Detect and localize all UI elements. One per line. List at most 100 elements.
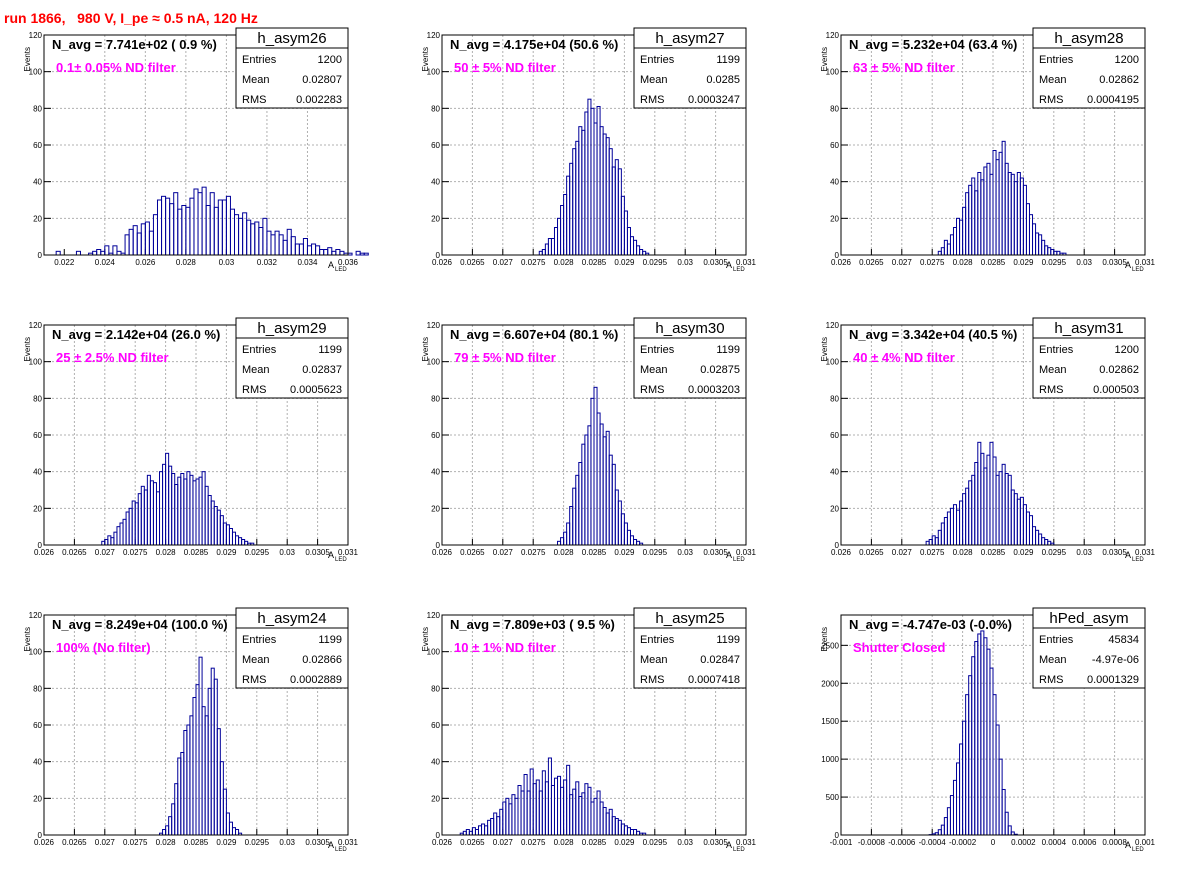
- x-axis-title: A: [726, 840, 732, 850]
- panel-header: N_avg = 7.809e+03 ( 9.5 %): [450, 617, 615, 632]
- panel-header: N_avg = 5.232e+04 (63.4 %): [849, 37, 1017, 52]
- y-axis-title: Events: [421, 337, 430, 361]
- y-tick-label: 60: [431, 431, 440, 440]
- y-tick-label: 60: [830, 431, 839, 440]
- panel-header: N_avg = 2.142e+04 (26.0 %): [52, 327, 220, 342]
- plot-frame: [840, 614, 1146, 836]
- x-tick-label: 0.0285: [582, 548, 607, 557]
- stats-box: h_asym26 Entries 1200 Mean 0.02807 RMS 0.00228…: [235, 27, 349, 109]
- stat-value: 0.000503: [1093, 384, 1139, 396]
- x-tick-label: 0.026: [34, 838, 55, 847]
- panel-header: N_avg = -4.747e-03 (-0.0%): [849, 617, 1012, 632]
- x-tick-label: 0.0305: [305, 548, 330, 557]
- x-axis-title-subscript: LED: [1132, 847, 1144, 853]
- x-tick-label: 0.027: [892, 548, 913, 557]
- stat-label: RMS: [640, 674, 664, 686]
- x-tick-label: -0.0008: [858, 838, 886, 847]
- y-tick-label: 0: [38, 251, 43, 260]
- stat-label: RMS: [242, 384, 266, 396]
- x-tick-label: 0.034: [297, 258, 318, 267]
- x-axis-title-subscript: LED: [733, 557, 745, 563]
- stat-label: Mean: [1039, 654, 1067, 666]
- histogram-name: hPed_asym: [1049, 610, 1128, 627]
- stat-value: 1199: [318, 634, 342, 646]
- plot-frame: [441, 324, 747, 546]
- y-tick-label: 2500: [821, 641, 839, 650]
- histogram-name: h_asym29: [257, 320, 326, 337]
- x-tick-label: 0.026: [831, 258, 852, 267]
- stats-box: h_asym29 Entries 1199 Mean 0.02837 RMS 0.00056…: [235, 317, 349, 399]
- y-tick-label: 80: [830, 104, 839, 113]
- x-tick-label: 0.0285: [184, 838, 209, 847]
- y-tick-label: 0: [835, 831, 840, 840]
- x-axis-title-subscript: LED: [335, 267, 347, 273]
- stats-box-frame: [235, 317, 349, 399]
- panel-h_asym31: 0.026 0.0265 0.027 0.0275 0.028 0.0285 0.029 0.…: [820, 317, 1156, 563]
- x-tick-label: 0.0295: [643, 548, 668, 557]
- x-tick-label: 0.0305: [305, 838, 330, 847]
- y-tick-label: 80: [33, 104, 42, 113]
- y-tick-label: 120: [29, 611, 43, 620]
- x-tick-label: 0.029: [614, 258, 635, 267]
- stat-value: 0.0007418: [688, 674, 740, 686]
- stats-box: h_asym28 Entries 1200 Mean 0.02862 RMS 0.00041…: [1032, 27, 1146, 109]
- x-tick-label: 0.0265: [62, 548, 87, 557]
- x-tick-label: 0.0305: [703, 258, 728, 267]
- stat-label: Entries: [640, 344, 675, 356]
- x-tick-label: 0.029: [216, 838, 237, 847]
- panel-h_asym27: 0.026 0.0265 0.027 0.0275 0.028 0.0285 0.029 0.…: [421, 27, 757, 273]
- y-tick-label: 40: [431, 178, 440, 187]
- x-tick-label: -0.0004: [919, 838, 947, 847]
- x-tick-label: 0.027: [493, 838, 514, 847]
- x-tick-label: 0.028: [953, 258, 974, 267]
- y-tick-label: 20: [33, 794, 42, 803]
- y-axis-title: Events: [421, 47, 430, 71]
- stats-box: h_asym31 Entries 1200 Mean 0.02862 RMS 0.00050…: [1032, 317, 1146, 399]
- stats-box: h_asym25 Entries 1199 Mean 0.02847 RMS 0.00074…: [633, 607, 747, 689]
- stat-value: 0.0003247: [688, 94, 740, 106]
- x-tick-label: 0.028: [156, 838, 177, 847]
- y-tick-label: 80: [431, 684, 440, 693]
- x-tick-label: 0.03: [1076, 258, 1092, 267]
- y-tick-label: 120: [826, 31, 840, 40]
- plot-frame: [840, 324, 1146, 546]
- y-tick-label: 120: [427, 31, 441, 40]
- stat-value: 1199: [318, 344, 342, 356]
- x-tick-label: 0.0275: [920, 258, 945, 267]
- x-axis-title: A: [1125, 550, 1131, 560]
- stats-box-frame: [633, 607, 747, 689]
- y-tick-label: 60: [33, 431, 42, 440]
- stat-label: RMS: [1039, 94, 1063, 106]
- x-tick-label: 0.027: [493, 548, 514, 557]
- panel-header: N_avg = 4.175e+04 (50.6 %): [450, 37, 618, 52]
- y-tick-label: 1500: [821, 717, 839, 726]
- y-tick-label: 100: [826, 358, 840, 367]
- y-tick-label: 0: [38, 541, 43, 550]
- x-tick-label: 0.03: [279, 548, 295, 557]
- y-axis-title: Events: [820, 627, 829, 651]
- x-axis-title-subscript: LED: [335, 557, 347, 563]
- y-tick-label: 120: [427, 611, 441, 620]
- stats-box: h_asym24 Entries 1199 Mean 0.02866 RMS 0.00028…: [235, 607, 349, 689]
- y-tick-label: 100: [29, 68, 43, 77]
- stats-box-frame: [235, 27, 349, 109]
- x-tick-label: 0.028: [554, 258, 575, 267]
- x-tick-label: 0.029: [1013, 258, 1034, 267]
- y-tick-label: 20: [431, 794, 440, 803]
- stat-label: Mean: [640, 74, 668, 86]
- x-axis-title-subscript: LED: [733, 847, 745, 853]
- stat-value: 45834: [1108, 634, 1139, 646]
- stat-value: 1199: [716, 634, 740, 646]
- y-tick-label: 120: [826, 321, 840, 330]
- y-tick-label: 20: [33, 504, 42, 513]
- stats-box: h_asym27 Entries 1199 Mean 0.0285 RMS 0.000324…: [633, 27, 747, 109]
- stat-value: 0.0002889: [290, 674, 342, 686]
- histogram-bin: [359, 252, 365, 256]
- x-tick-label: -0.001: [830, 838, 853, 847]
- panel-h_asym26: 0.022 0.024 0.026 0.028 0.03 0.032 0.034 0.036 2…: [23, 27, 369, 273]
- y-tick-label: 40: [33, 758, 42, 767]
- x-tick-label: 0.03: [677, 258, 693, 267]
- y-tick-label: 60: [431, 141, 440, 150]
- x-axis-title-subscript: LED: [1132, 557, 1144, 563]
- x-tick-label: 0.0295: [1042, 548, 1067, 557]
